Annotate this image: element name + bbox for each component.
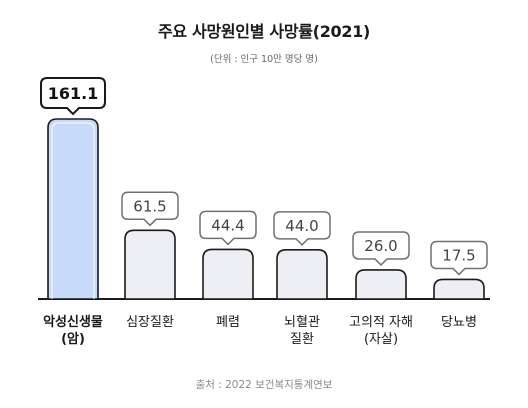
- category-label: 고의적 자해 (자살): [349, 315, 413, 347]
- chart-title: 주요 사망원인별 사망률(2021): [157, 22, 371, 41]
- bar-highlight-inner: [51, 122, 95, 299]
- source-note: 출처 : 2022 보건복지통계연보: [195, 379, 333, 391]
- data-label: 17.5: [442, 246, 475, 264]
- data-label: 44.4: [211, 216, 244, 234]
- value-callout: [273, 211, 331, 246]
- data-label: 44.0: [285, 217, 318, 235]
- value-callout: [430, 240, 488, 276]
- value-callout: [40, 77, 106, 116]
- category-label: 뇌혈관 질환: [284, 315, 320, 347]
- bar: [124, 229, 176, 300]
- category-label: 당뇨병: [441, 315, 477, 330]
- value-callout: [121, 191, 179, 227]
- data-label: 26.0: [364, 237, 397, 255]
- category-label: 악성신생물 (암): [43, 315, 103, 347]
- category-label: 폐렴: [216, 315, 240, 330]
- bar: [276, 249, 328, 300]
- value-callout: [199, 210, 257, 246]
- chart-subtitle: (단위 : 인구 10만 명당 명): [210, 54, 318, 65]
- value-callout: [352, 231, 410, 267]
- bar: [202, 248, 254, 300]
- data-label: 161.1: [48, 84, 99, 103]
- category-label: 심장질환: [126, 315, 174, 330]
- data-label: 61.5: [133, 197, 166, 215]
- bar: [355, 269, 407, 300]
- bar: [47, 118, 99, 300]
- bar: [433, 278, 485, 300]
